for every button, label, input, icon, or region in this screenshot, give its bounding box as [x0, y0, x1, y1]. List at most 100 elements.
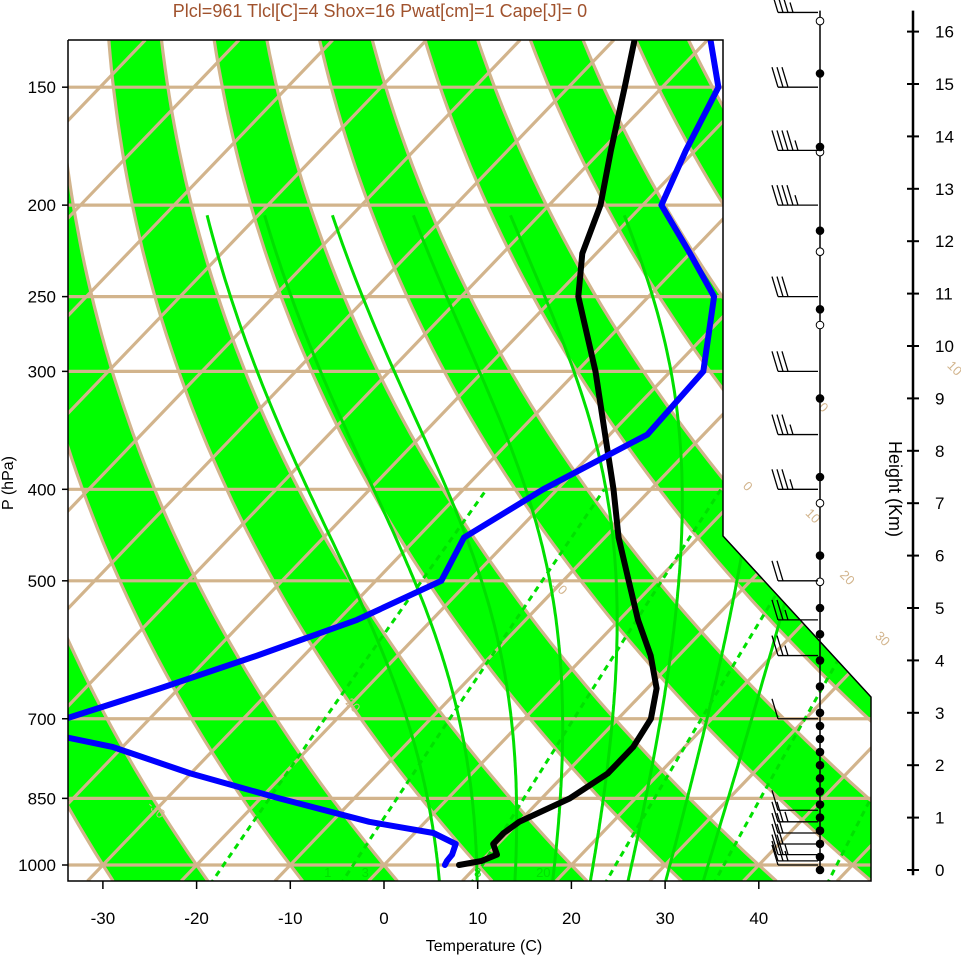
- wind-barb-flag: [778, 0, 784, 13]
- height-marker: [815, 787, 825, 796]
- isotherm-line: [273, 40, 871, 881]
- wind-barb-flag: [771, 698, 779, 719]
- dry-adiabat-line: [318, 40, 871, 881]
- pressure-tick-label: 850: [28, 789, 56, 808]
- mixing-ratio-label: 20: [536, 865, 550, 880]
- pressure-tick-label: 1000: [18, 856, 56, 875]
- moist-adiabat-line: [412, 214, 565, 881]
- wind-barb-flag: [781, 351, 789, 372]
- height-tick-label: 6: [935, 547, 944, 566]
- wind-barb-half: [789, 2, 794, 13]
- wind-barb-flag: [776, 66, 784, 88]
- wind-barb-flag: [776, 599, 784, 621]
- wind-barb-flag: [771, 823, 779, 845]
- wind-barb-flag: [776, 812, 784, 834]
- height-marker: [815, 577, 825, 587]
- wind-barb-flag: [781, 66, 789, 88]
- wind-barb-flag: [781, 130, 789, 151]
- height-marker: [815, 721, 825, 731]
- wind-barb-flag: [776, 469, 784, 490]
- height-tick-label: 5: [935, 599, 944, 618]
- dry-adiabat-line: [370, 40, 871, 881]
- height-tick-label: 3: [935, 704, 944, 723]
- wind-barb-flag: [781, 469, 789, 490]
- wind-barb-flag: [771, 469, 779, 490]
- wind-barb-flag: [776, 635, 784, 656]
- pressure-tick-label: 300: [28, 362, 56, 381]
- wind-barb-flag: [771, 184, 779, 206]
- dry-adiabat-line: [68, 40, 304, 881]
- height-marker: [815, 320, 825, 330]
- height-tick-label: 9: [935, 389, 944, 408]
- mixing-ratio-label: 1: [324, 865, 331, 880]
- wind-barb-flag: [771, 276, 779, 297]
- height-marker: [815, 774, 825, 783]
- dry-adiabat-line: [107, 40, 494, 881]
- wind-barb-flag: [771, 790, 779, 811]
- isotherm-line: [68, 40, 334, 881]
- temperature-tick-label: 0: [379, 909, 388, 928]
- wind-barb-flag: [771, 635, 779, 656]
- dry-adiabat-line: [212, 40, 683, 881]
- height-marker: [815, 865, 825, 875]
- height-marker: [815, 142, 825, 152]
- wind-barb-flag: [776, 184, 784, 206]
- adiabat-band: [425, 40, 871, 881]
- height-marker: [815, 69, 825, 78]
- moist-adiabat-line: [509, 214, 619, 881]
- temperature-profile: [456, 40, 666, 868]
- height-marker: [815, 747, 825, 757]
- isotherm-line: [68, 40, 241, 881]
- dewpoint-profile: [68, 40, 722, 868]
- mixing-ratio-label: 8: [474, 865, 481, 880]
- wind-barb-flag: [776, 801, 784, 822]
- wind-barb-flag: [781, 184, 789, 206]
- height-marker: [815, 16, 825, 26]
- wind-column: [771, 0, 825, 875]
- dry-adiabat-line: [68, 40, 399, 881]
- wind-barb-half: [784, 645, 789, 656]
- sounding-profiles: [68, 40, 722, 868]
- height-marker: [815, 708, 825, 718]
- height-marker: [815, 498, 825, 508]
- height-marker: [815, 394, 825, 403]
- wind-barb-half: [784, 850, 789, 862]
- dry-adiabat-line: [423, 40, 871, 881]
- height-tick-label: 1: [935, 809, 944, 828]
- height-tick-label: 0: [935, 861, 944, 880]
- wind-barb-half: [789, 424, 794, 435]
- isotherm-line: [68, 40, 803, 881]
- wind-barb-flag: [771, 834, 779, 855]
- pressure-tick-label: 150: [28, 78, 56, 97]
- height-tick-label: 14: [935, 127, 954, 146]
- wind-barb-flag: [786, 184, 794, 206]
- height-marker: [815, 800, 825, 809]
- dry-adiabat-line: [899, 40, 961, 881]
- dry-adiabat-line: [68, 40, 210, 881]
- wind-barb-flag: [771, 599, 779, 621]
- height-axis-label: Height (Km): [885, 441, 905, 537]
- wind-barb-flag: [783, 0, 789, 13]
- pressure-tick-label: 200: [28, 196, 56, 215]
- isotherm-line: [554, 40, 871, 881]
- height-marker: [815, 472, 825, 482]
- height-marker: [815, 760, 825, 770]
- height-marker: [815, 826, 825, 836]
- pressure-tick-label: 700: [28, 710, 56, 729]
- height-tick-label: 11: [935, 285, 953, 304]
- mixing-ratio-label: 3: [362, 865, 369, 880]
- isotherm-line: [68, 40, 709, 881]
- height-marker: [815, 247, 825, 256]
- plot-frame: [67, 39, 872, 882]
- wind-barb-half: [784, 844, 789, 855]
- chart-title: Plcl=961 Tlcl[C]=4 Shox=16 Pwat[cm]=1 Ca…: [173, 1, 587, 21]
- isotherm-line: [68, 40, 615, 881]
- height-marker: [815, 305, 825, 314]
- wind-barb-flag: [771, 840, 779, 862]
- height-tick-label: 7: [935, 494, 944, 513]
- adiabat-band: [214, 40, 777, 881]
- wind-barb-half: [784, 811, 789, 822]
- temperature-tick-label: -20: [184, 909, 209, 928]
- wind-barb-half: [789, 479, 794, 490]
